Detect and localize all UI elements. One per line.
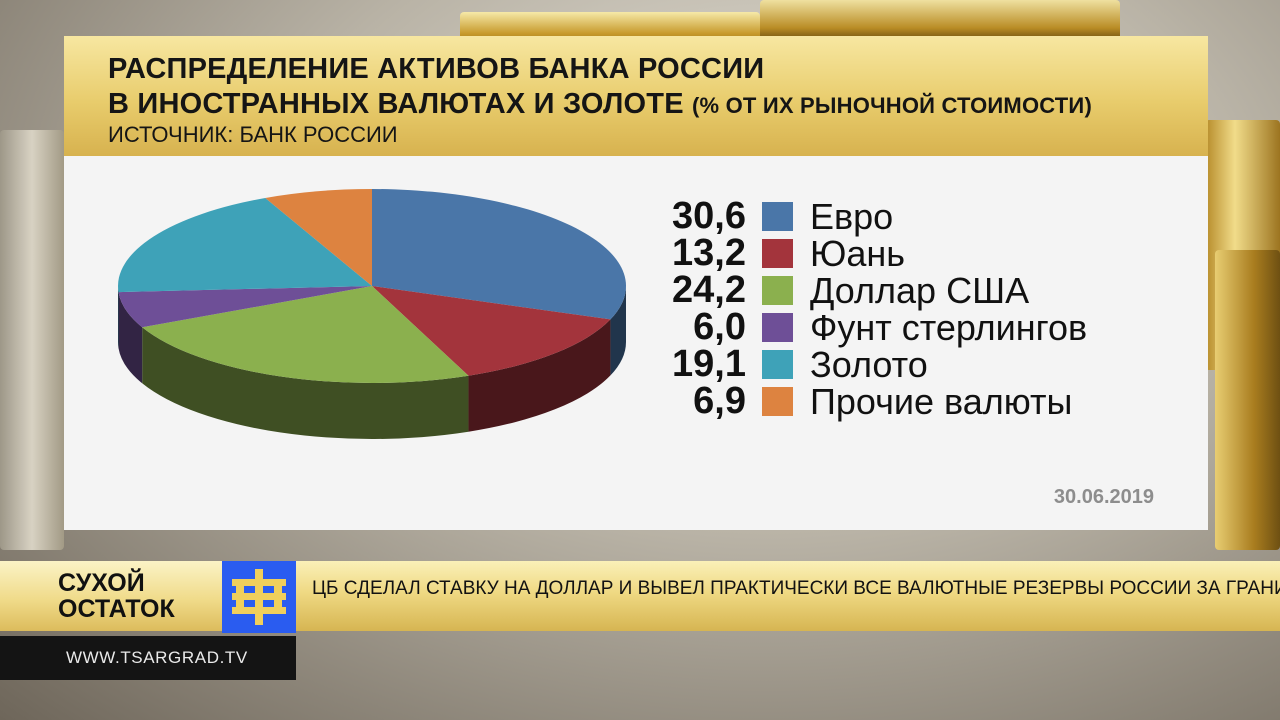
legend-label: Золото bbox=[810, 344, 928, 385]
pie-chart bbox=[118, 189, 626, 439]
legend-swatch bbox=[762, 239, 793, 268]
program-brand: СУХОЙ ОСТАТОК bbox=[0, 561, 222, 631]
legend-value: 6,0 bbox=[693, 306, 746, 348]
legend-value: 30,6 bbox=[672, 195, 746, 237]
cross-logo-icon bbox=[232, 569, 286, 625]
chart-header: РАСПРЕДЕЛЕНИЕ АКТИВОВ БАНКА РОССИИ В ИНО… bbox=[64, 36, 1208, 156]
website-url: WWW.TSARGRAD.TV bbox=[66, 648, 248, 667]
legend-value: 6,9 bbox=[693, 380, 746, 422]
legend-swatch bbox=[762, 313, 793, 342]
legend-item: 13,2 Юань bbox=[644, 232, 1164, 274]
legend-item: 30,6 Евро bbox=[644, 195, 1164, 237]
pie-slice bbox=[372, 286, 611, 376]
pie-slice-side bbox=[118, 292, 143, 384]
legend-swatch bbox=[762, 202, 793, 231]
pie-slice bbox=[372, 189, 626, 320]
gold-bar-decoration bbox=[1215, 250, 1280, 550]
legend-value: 13,2 bbox=[672, 232, 746, 274]
legend-value: 24,2 bbox=[672, 269, 746, 311]
pie-slice-side bbox=[468, 319, 611, 432]
chart-source: ИСТОЧНИК: БАНК РОССИИ bbox=[108, 122, 398, 147]
legend-label: Фунт стерлингов bbox=[810, 307, 1088, 348]
legend-label: Доллар США bbox=[810, 270, 1030, 311]
pie-slice-side bbox=[610, 286, 626, 376]
pie-slice-side bbox=[142, 327, 469, 439]
pie-slice bbox=[118, 286, 372, 328]
legend-swatch bbox=[762, 276, 793, 305]
legend-label: Прочие валюты bbox=[810, 381, 1073, 422]
ticker-headline: ЦБ СДЕЛАЛ СТАВКУ НА ДОЛЛАР И ВЫВЕЛ ПРАКТ… bbox=[312, 578, 1280, 599]
legend-item: 6,0 Фунт стерлингов bbox=[644, 306, 1164, 348]
legend-item: 6,9 Прочие валюты bbox=[644, 380, 1164, 422]
legend-item: 19,1 Золото bbox=[644, 343, 1164, 385]
url-bar: WWW.TSARGRAD.TV bbox=[0, 636, 296, 680]
chart-title-line2: В ИНОСТРАННЫХ ВАЛЮТАХ И ЗОЛОТЕ (% ОТ ИХ … bbox=[108, 88, 1092, 121]
brand-line1: СУХОЙ bbox=[58, 569, 145, 597]
channel-logo bbox=[222, 561, 296, 633]
legend-label: Юань bbox=[810, 233, 906, 274]
pie-slice bbox=[265, 189, 372, 286]
legend-swatch bbox=[762, 350, 793, 379]
chart-date: 30.06.2019 bbox=[1053, 486, 1154, 508]
legend-value: 19,1 bbox=[672, 343, 746, 385]
brand-line2: ОСТАТОК bbox=[58, 595, 175, 623]
chart-title-line2-main: В ИНОСТРАННЫХ ВАЛЮТАХ И ЗОЛОТЕ bbox=[108, 88, 684, 120]
legend-swatch bbox=[762, 387, 793, 416]
legend-label: Евро bbox=[810, 196, 894, 237]
chart-title-line1: РАСПРЕДЕЛЕНИЕ АКТИВОВ БАНКА РОССИИ bbox=[108, 53, 765, 85]
pie-slice-side bbox=[118, 286, 119, 349]
silver-bar-decoration bbox=[0, 130, 64, 550]
chart-legend: 30,6 Евро 13,2 Юань 24,2 Доллар США 6,0 Фунт ст… bbox=[644, 195, 1164, 422]
chart-panel: РАСПРЕДЕЛЕНИЕ АКТИВОВ БАНКА РОССИИ В ИНО… bbox=[64, 36, 1208, 530]
chart-title-subtitle: (% ОТ ИХ РЫНОЧНОЙ СТОИМОСТИ) bbox=[692, 93, 1092, 118]
pie-slice bbox=[142, 286, 469, 383]
gold-bar-decoration bbox=[760, 0, 1120, 40]
pie-slice bbox=[118, 197, 372, 293]
legend-item: 24,2 Доллар США bbox=[644, 269, 1164, 311]
